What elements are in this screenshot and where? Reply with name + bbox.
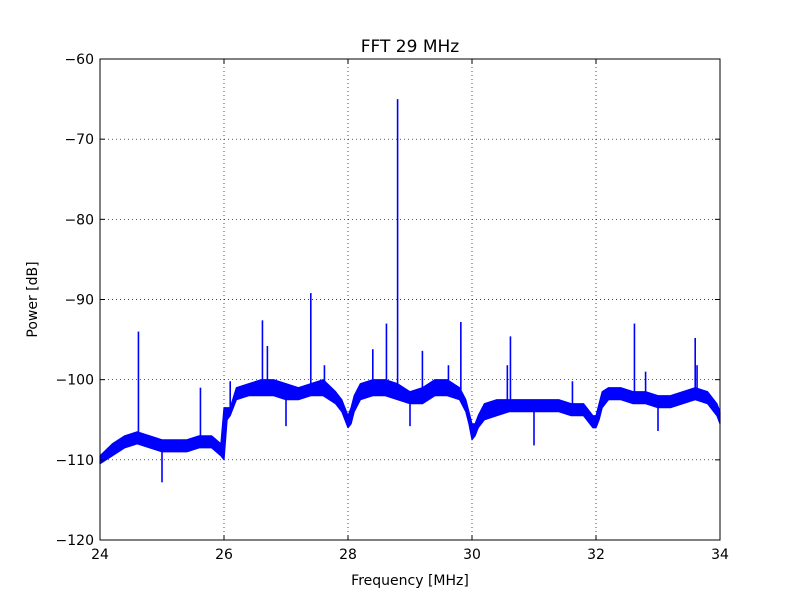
y-tick-label: −90 <box>64 293 94 309</box>
x-tick-label: 26 <box>215 547 233 563</box>
axis-ticks: 24 26 28 30 32 34 −120 −110 −100 −90 −80 −70 −60 <box>56 52 729 563</box>
y-tick-label: −60 <box>64 52 94 68</box>
y-tick-label: −100 <box>56 373 94 389</box>
x-tick-label: 30 <box>463 547 481 563</box>
y-tick-label: −80 <box>64 212 94 228</box>
plot-data <box>99 99 721 483</box>
x-tick-label: 24 <box>91 547 109 563</box>
grid-lines <box>100 59 720 540</box>
x-axis-title: Frequency [MHz] <box>351 573 469 589</box>
y-tick-label: −120 <box>56 533 94 549</box>
y-axis-title: Power [dB] <box>25 261 41 337</box>
x-tick-label: 34 <box>711 547 729 563</box>
y-tick-label: −70 <box>64 132 94 148</box>
x-tick-label: 32 <box>587 547 605 563</box>
y-tick-label: −110 <box>56 453 94 469</box>
chart-title: FFT 29 MHz <box>361 37 460 57</box>
x-tick-label: 28 <box>339 547 357 563</box>
